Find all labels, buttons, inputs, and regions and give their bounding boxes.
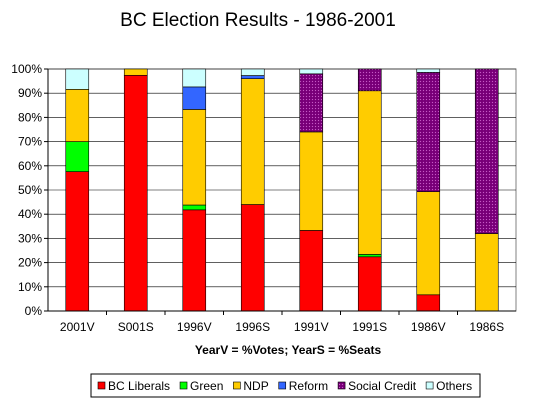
bar-segment [299, 230, 324, 312]
bar-segment [474, 233, 499, 312]
y-tick-label: 100% [11, 62, 42, 76]
bar-segment [182, 86, 207, 110]
bar-segment [123, 68, 148, 76]
bar-segment [182, 209, 207, 312]
legend-item: Green [179, 379, 223, 393]
y-tick-label: 50% [18, 183, 42, 197]
legend-label: Others [436, 379, 472, 393]
x-axis-label: YearV = %Votes; YearS = %Seats [195, 343, 382, 357]
bar-segment [357, 90, 382, 255]
legend-item: Social Credit [337, 379, 417, 393]
legend-item: Reform [278, 379, 328, 393]
y-tick-label: 10% [18, 280, 42, 294]
y-tick-label: 90% [18, 86, 42, 100]
legend: BC Liberals Green NDP Reform Social Credit Ot… [90, 373, 481, 398]
legend-label: Reform [289, 379, 328, 393]
bar-segment [123, 74, 148, 312]
bar-segment [416, 72, 441, 192]
bar-segment [240, 75, 265, 79]
bar-segment [182, 204, 207, 211]
legend-item: Others [425, 379, 472, 393]
x-tick-label: 2001V [60, 320, 95, 334]
y-tick-label: 60% [18, 159, 42, 173]
x-tick-label: 1986V [411, 320, 446, 334]
bar-segment [240, 204, 265, 312]
bar-segment [416, 191, 441, 296]
bar-segment [357, 256, 382, 312]
legend-label: BC Liberals [108, 379, 170, 393]
y-tick-label: 0% [25, 304, 43, 318]
y-tick-label: 70% [18, 135, 42, 149]
bar-segment [299, 131, 324, 231]
legend-item: BC Liberals [97, 379, 170, 393]
bar-segment [65, 141, 90, 172]
y-tick-label: 40% [18, 207, 42, 221]
y-tick-label: 30% [18, 231, 42, 245]
bar-segment [65, 68, 90, 90]
legend-swatch [179, 381, 188, 390]
bar-segment [182, 109, 207, 206]
bar-segment [474, 68, 499, 234]
legend-label: NDP [243, 379, 268, 393]
legend-swatch [278, 381, 287, 390]
x-tick-label: 1996V [177, 320, 212, 334]
x-tick-label: 1986S [469, 320, 504, 334]
legend-swatch [337, 381, 346, 390]
legend-swatch [233, 381, 241, 390]
x-tick-label: 1991V [294, 320, 329, 334]
bar-segment [240, 78, 265, 205]
x-tick-label: 1996S [235, 320, 270, 334]
bar-segment [65, 89, 90, 142]
bar-segment [299, 68, 324, 75]
plot-area: 0% 10% 20% 30% 40% 50% 60% 70% 80% 90% 100% 2001V S0… [11, 62, 517, 334]
bar-segment [357, 68, 382, 92]
legend-item: NDP [233, 379, 269, 393]
bar-segment [416, 68, 441, 73]
chart-title: BC Election Results - 1986-2001 [120, 10, 396, 31]
y-tick-label: 80% [18, 110, 42, 124]
bar-segment [65, 171, 90, 312]
bar-segment [182, 68, 207, 88]
legend-label: Green [190, 379, 223, 393]
legend-swatch [97, 381, 106, 390]
x-tick-label: 1991S [352, 320, 387, 334]
bar-segment [299, 73, 324, 133]
legend-label: Social Credit [348, 379, 417, 393]
x-tick-label: S001S [118, 320, 154, 334]
y-tick-label: 20% [18, 256, 42, 270]
legend-swatch [425, 381, 434, 390]
bar-segment [357, 254, 382, 258]
bar-segment [416, 294, 441, 312]
bar-segment [240, 68, 265, 76]
